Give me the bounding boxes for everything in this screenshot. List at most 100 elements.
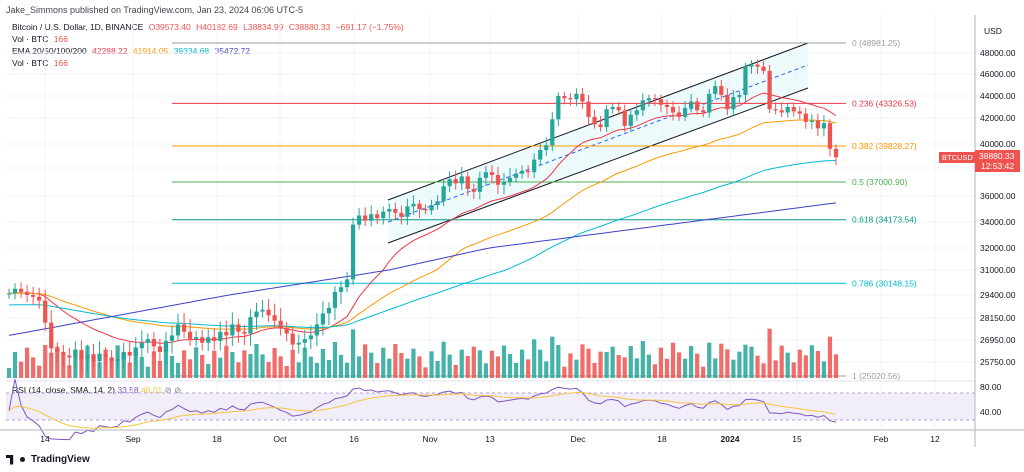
volume-bar bbox=[393, 344, 398, 378]
volume-bar bbox=[628, 346, 633, 378]
candle bbox=[501, 172, 507, 195]
candle bbox=[357, 208, 362, 230]
volume-bar bbox=[586, 348, 591, 378]
candle bbox=[610, 102, 615, 114]
candle bbox=[314, 313, 319, 347]
candle bbox=[743, 62, 748, 102]
volume-bar bbox=[803, 355, 808, 378]
candle-body bbox=[73, 350, 78, 358]
volume-bar bbox=[592, 363, 597, 378]
candle bbox=[616, 102, 621, 116]
ema-label: EMA 20/50/100/200 bbox=[12, 46, 87, 56]
candle-body bbox=[616, 107, 621, 111]
axes: USD 48000.00 46000.00 44000.00 42000.00 40000… bbox=[0, 15, 1024, 447]
candle-body bbox=[767, 70, 772, 110]
candle-body bbox=[670, 107, 676, 113]
fib-level-label: 0.618 (34173.54) bbox=[852, 215, 917, 225]
candle bbox=[652, 94, 658, 106]
volume-bar bbox=[43, 345, 48, 378]
candle-body bbox=[314, 324, 319, 336]
price-tick-label: 36000.00 bbox=[980, 191, 1016, 201]
volume-bar bbox=[465, 356, 470, 378]
candle bbox=[254, 302, 259, 330]
volume-bar bbox=[200, 355, 205, 378]
volume-bar bbox=[332, 342, 338, 378]
volume-bar bbox=[363, 344, 368, 378]
volume-bar bbox=[169, 356, 175, 378]
rsi-settings-icon[interactable]: ⊘ ⊘ bbox=[164, 385, 182, 395]
candle-body bbox=[773, 109, 778, 111]
candle-body bbox=[526, 170, 531, 173]
candle-body bbox=[519, 170, 525, 174]
candle bbox=[538, 143, 543, 166]
candle-body bbox=[713, 86, 718, 94]
candle bbox=[803, 108, 808, 129]
volume-bar bbox=[501, 345, 507, 378]
volume-bar bbox=[580, 344, 585, 378]
candle-body bbox=[24, 291, 30, 295]
volume-bar bbox=[302, 347, 307, 378]
candle bbox=[701, 105, 706, 118]
candle-body bbox=[236, 324, 241, 332]
symbol-tag-label: BTCUSD bbox=[942, 153, 973, 162]
volume-bar bbox=[821, 361, 827, 378]
candle bbox=[695, 97, 700, 115]
tradingview-brand[interactable]: TradingView bbox=[6, 454, 90, 465]
candle bbox=[513, 168, 519, 183]
candle-body bbox=[248, 317, 253, 334]
ema20-value: 42288.22 bbox=[92, 46, 128, 56]
candle-body bbox=[604, 109, 609, 128]
rsi-tick-label: 80.00 bbox=[980, 382, 1002, 392]
volume-bar bbox=[97, 362, 102, 378]
candle-body bbox=[242, 331, 247, 334]
candle-body bbox=[737, 94, 742, 98]
candle-body bbox=[109, 357, 114, 362]
candle bbox=[326, 302, 332, 326]
candle-body bbox=[453, 179, 458, 184]
time-tick-label: 12 bbox=[930, 434, 940, 444]
volume-bar bbox=[550, 336, 555, 378]
candle-body bbox=[67, 355, 72, 358]
volume-bar bbox=[749, 346, 754, 378]
candle-body bbox=[175, 324, 181, 336]
volume-bar bbox=[254, 344, 259, 378]
volume-bar bbox=[266, 362, 271, 378]
volume-bar bbox=[435, 361, 440, 378]
candle-body bbox=[441, 186, 446, 202]
currency-label: USD bbox=[984, 26, 1002, 36]
volume-value-2: 166 bbox=[53, 58, 68, 68]
change-value: −691.17 (−1.75%) bbox=[335, 22, 404, 32]
candle-body bbox=[501, 182, 507, 185]
candle-body bbox=[477, 177, 482, 192]
candle bbox=[242, 325, 247, 346]
candle bbox=[519, 165, 525, 179]
candle bbox=[568, 93, 573, 106]
candles bbox=[6, 59, 839, 372]
low-value: L38834.99 bbox=[243, 22, 284, 32]
volume-label-2: Vol · BTC bbox=[12, 58, 49, 68]
candle-body bbox=[664, 104, 670, 107]
candle bbox=[447, 171, 452, 193]
candle bbox=[580, 87, 585, 109]
volume-bar bbox=[725, 349, 730, 378]
candle-body bbox=[357, 215, 362, 225]
candle bbox=[266, 299, 271, 322]
fib-level-label: 0.382 (39828.27) bbox=[852, 141, 917, 151]
volume-bar bbox=[785, 352, 790, 378]
candle-body bbox=[821, 123, 827, 129]
candle bbox=[338, 280, 344, 305]
candle bbox=[707, 88, 712, 118]
candle bbox=[187, 319, 193, 346]
candle bbox=[586, 95, 591, 126]
volume-bar bbox=[67, 365, 72, 378]
candle bbox=[719, 80, 724, 101]
candle bbox=[815, 113, 821, 137]
candle-body bbox=[592, 116, 597, 125]
volume-bar bbox=[308, 356, 313, 378]
candle-body bbox=[344, 279, 350, 288]
candle bbox=[435, 195, 440, 210]
volume-bar bbox=[797, 349, 802, 378]
candle-body bbox=[640, 100, 645, 111]
candle bbox=[682, 101, 688, 122]
